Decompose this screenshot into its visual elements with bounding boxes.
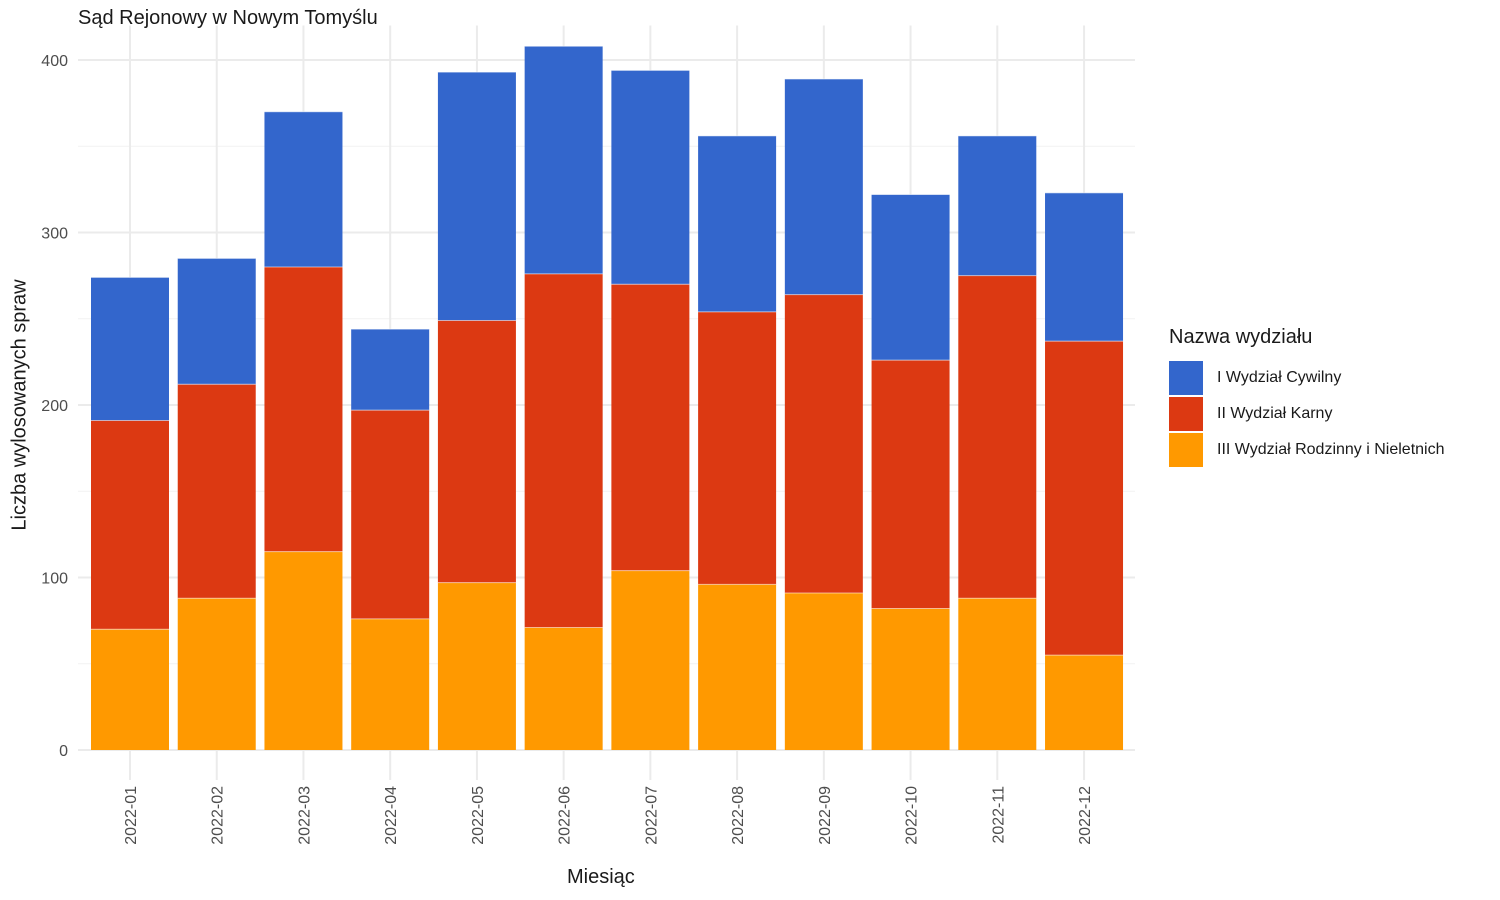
bar-2022-12-series-2 — [1045, 192, 1124, 342]
y-tick-label: 300 — [41, 226, 68, 243]
bar-2022-05-series-2 — [437, 72, 516, 321]
bar-2022-02-series-1 — [177, 384, 256, 599]
bar-2022-07-series-1 — [611, 284, 690, 571]
bar-2022-05-series-1 — [437, 320, 516, 583]
bar-2022-11-series-0 — [958, 598, 1037, 750]
bar-2022-07-series-0 — [611, 570, 690, 750]
bar-2022-08-series-0 — [698, 584, 777, 750]
y-axis-ticks: 0 100 200 300 400 — [41, 53, 68, 760]
x-tick-label: 2022-08 — [730, 786, 747, 845]
x-axis-title: Miesiąc — [567, 866, 635, 888]
bar-2022-09-series-1 — [784, 294, 863, 594]
y-tick-label: 0 — [59, 743, 68, 760]
bar-2022-07-series-2 — [611, 70, 690, 285]
y-axis-title: Liczba wylosowanych spraw — [8, 279, 31, 531]
x-tick-label: 2022-03 — [296, 786, 313, 845]
bar-2022-03-series-2 — [264, 111, 343, 267]
bar-2022-06-series-2 — [524, 46, 603, 274]
chart-title: Sąd Rejonowy w Nowym Tomyślu — [78, 7, 378, 29]
legend-label: II Wydział Karny — [1217, 405, 1333, 422]
legend-key — [1169, 433, 1203, 467]
bar-2022-03-series-0 — [264, 551, 343, 750]
legend-item: II Wydział Karny — [1169, 396, 1445, 432]
legend-title: Nazwa wydziału — [1169, 326, 1313, 348]
bar-2022-11-series-2 — [958, 135, 1037, 276]
bar-2022-09-series-2 — [784, 78, 863, 295]
legend-items: I Wydział Cywilny II Wydział Karny III Wyd… — [1169, 360, 1445, 468]
y-tick-label: 400 — [41, 53, 68, 70]
bar-2022-10-series-1 — [871, 360, 950, 609]
x-tick-label: 2022-11 — [990, 786, 1007, 844]
legend-key — [1169, 361, 1203, 395]
bar-2022-01-series-2 — [91, 277, 169, 421]
legend-key — [1169, 397, 1203, 431]
bar-2022-10-series-2 — [871, 194, 950, 361]
x-tick-label: 2022-01 — [123, 786, 140, 845]
x-tick-label: 2022-06 — [557, 786, 574, 845]
legend-item: III Wydział Rodzinny i Nieletnich — [1169, 432, 1445, 468]
x-tick-label: 2022-09 — [817, 786, 834, 845]
bar-2022-06-series-0 — [524, 627, 603, 750]
bar-2022-09-series-0 — [784, 593, 863, 750]
legend: Nazwa wydziału I Wydział Cywilny II Wydzi… — [1169, 326, 1445, 468]
bar-2022-03-series-1 — [264, 267, 343, 552]
bar-2022-12-series-1 — [1045, 341, 1124, 656]
bar-2022-10-series-0 — [871, 608, 950, 750]
bar-2022-08-series-1 — [698, 311, 777, 585]
bar-2022-04-series-2 — [351, 329, 430, 411]
bar-2022-02-series-2 — [177, 258, 256, 385]
x-tick-label: 2022-05 — [470, 786, 487, 845]
bar-2022-02-series-0 — [177, 598, 256, 750]
y-tick-label: 200 — [41, 398, 68, 415]
bar-2022-12-series-0 — [1045, 655, 1124, 750]
bar-2022-05-series-0 — [437, 582, 516, 750]
legend-label: III Wydział Rodzinny i Nieletnich — [1217, 441, 1445, 458]
x-axis-ticks: 2022-01 2022-02 2022-03 2022-04 2022-05 2022-… — [123, 786, 1094, 845]
bar-2022-11-series-1 — [958, 275, 1037, 599]
y-tick-label: 100 — [41, 571, 68, 588]
bar-2022-04-series-0 — [351, 618, 430, 750]
x-tick-label: 2022-04 — [383, 786, 400, 845]
x-tick-label: 2022-12 — [1077, 786, 1094, 845]
bar-2022-06-series-1 — [524, 273, 603, 628]
bar-2022-08-series-2 — [698, 135, 777, 312]
legend-item: I Wydział Cywilny — [1169, 360, 1445, 396]
x-tick-label: 2022-02 — [210, 786, 227, 845]
bar-2022-01-series-0 — [91, 629, 169, 750]
x-tick-label: 2022-10 — [904, 786, 921, 845]
legend-label: I Wydział Cywilny — [1217, 369, 1342, 386]
x-tick-label: 2022-07 — [643, 786, 660, 845]
bar-2022-01-series-1 — [91, 420, 169, 630]
bar-2022-04-series-1 — [351, 410, 430, 619]
bars — [91, 45, 1124, 750]
